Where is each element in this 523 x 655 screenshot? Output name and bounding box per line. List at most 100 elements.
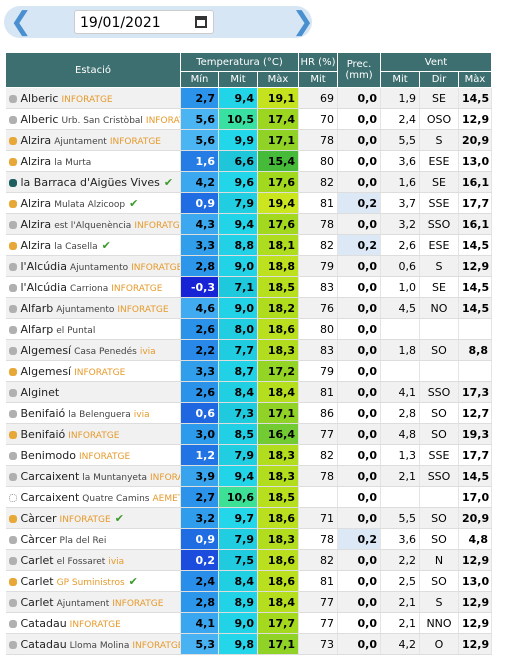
value-cell: 2,6 [380,234,420,256]
date-input[interactable]: 19/01/2021 [74,10,214,34]
value-cell: 2,8 [180,255,219,277]
station-tag: INFORATGE [111,283,163,294]
header-wind: Vent [380,52,492,72]
station-tag: ivia [133,409,150,420]
station-name: Alzira [20,238,52,252]
row: Alzira est l'Alquenència INFORATGE 4,3 9,4 17… [5,213,492,235]
station-dot [8,304,17,313]
value-cell: 78 [298,129,338,151]
station-name: Benifaió [20,427,66,441]
value-cell: 17,6 [257,171,299,193]
value-cell: 4,6 [180,297,219,319]
value-cell: 8,0 [218,318,258,340]
value-cell: 18,3 [257,339,299,361]
value-cell: 7,7 [218,339,258,361]
value-cell: 20,9 [458,507,492,529]
value-cell: 2,4 [180,570,219,592]
value-cell: NO [419,297,459,319]
station-detail: la Casella [54,241,98,252]
value-cell: 18,6 [257,318,299,340]
subheader: Màx [458,71,492,88]
value-cell: 8,5 [218,423,258,445]
station-dot [8,430,17,439]
value-cell: 9,6 [218,171,258,193]
station-cell: Càrcer Pla del Rei [5,528,181,550]
row: Benifaió INFORATGE 3,0 8,5 16,4 77 0,0 4,8 SO 19,… [5,423,492,445]
value-cell: 2,1 [380,465,420,487]
value-cell: SO [419,570,459,592]
value-cell: 9,4 [218,465,258,487]
value-cell: 12,7 [458,402,492,424]
value-cell: SO [419,528,459,550]
station-dot [8,94,17,103]
row: Carcaixent Quatre Camins AEMET 2,7 10,6 18,5 0… [5,486,492,508]
station-detail: la Belenguera [68,409,131,420]
row: Càrcer Pla del Rei 0,9 7,9 18,3 78 0,2 3,6 SO 4,8 [5,528,492,550]
row: Catadau INFORATGE 4,1 9,0 17,7 77 0,0 2,1 NNO 12,… [5,612,492,634]
value-cell: 9,4 [218,87,258,109]
next-day[interactable]: ❯ [292,7,314,37]
station-name: Carcaixent [20,469,80,483]
value-cell: 80 [298,150,338,172]
value-cell [380,318,420,340]
subheader: Mit [218,71,258,88]
value-cell: 4,1 [180,612,219,634]
value-cell: 16,1 [458,213,492,235]
value-cell: 1,2 [180,444,219,466]
value-cell: 12,9 [458,633,492,655]
value-cell: 16,4 [257,423,299,445]
prev-day[interactable]: ❮ [10,7,32,37]
station-name: Algemesí [20,343,72,357]
station-dot [8,451,17,460]
value-cell: SSO [419,381,459,403]
row: Alginet 2,6 8,4 18,4 81 0,0 4,1 SSO 17,3 [5,381,492,403]
value-cell: 17,1 [257,402,299,424]
station-tag: GP Suministros [56,577,125,588]
value-cell: 4,2 [180,171,219,193]
station-cell: Alginet [5,381,181,403]
value-cell: 7,1 [218,276,258,298]
station-dot [8,115,17,124]
station-detail: Mulata Alzicoop [54,199,126,210]
station-detail: Carriona [69,283,109,294]
value-cell: 10,6 [218,486,258,508]
value-cell: 8,7 [218,360,258,382]
calendar-icon[interactable] [195,16,207,28]
value-cell: 14,5 [458,276,492,298]
value-cell: 3,9 [180,465,219,487]
value-cell: 3,3 [180,234,219,256]
value-cell: 19,4 [257,192,299,214]
station-dot [8,514,17,523]
value-cell: 78 [298,213,338,235]
station-detail: la Muntanyeta [82,472,147,483]
station-detail: el Fossaret [56,556,106,567]
value-cell: 17,1 [257,633,299,655]
value-cell: 78 [298,465,338,487]
station-name: Alzira [20,154,52,168]
value-cell: 9,0 [218,297,258,319]
value-cell: 12,9 [458,255,492,277]
value-cell: 20,9 [458,129,492,151]
row: l'Alcúdia Carriona INFORATGE -0,3 7,1 18,5 83 0… [5,276,492,298]
subheader: Mit [380,71,420,88]
value-cell: 82 [298,549,338,571]
station-name: Carlet [20,574,54,588]
value-cell: 0,0 [337,549,381,571]
station-detail: el Puntal [56,325,96,336]
value-cell: 18,6 [257,570,299,592]
value-cell: SSE [419,192,459,214]
value-cell: 18,5 [257,276,299,298]
value-cell: 0,0 [337,297,381,319]
station-dot [8,556,17,565]
value-cell: SO [419,507,459,529]
value-cell: 18,6 [257,549,299,571]
value-cell: 14,5 [458,234,492,256]
header-hr: HR (%) [298,52,338,72]
value-cell: -0,3 [180,276,219,298]
value-cell: 0,0 [337,108,381,130]
value-cell: 1,9 [380,87,420,109]
station-cell: Alzira Ajuntament INFORATGE [5,129,181,151]
station-dot [8,367,17,376]
value-cell: 79 [298,255,338,277]
value-cell [380,360,420,382]
